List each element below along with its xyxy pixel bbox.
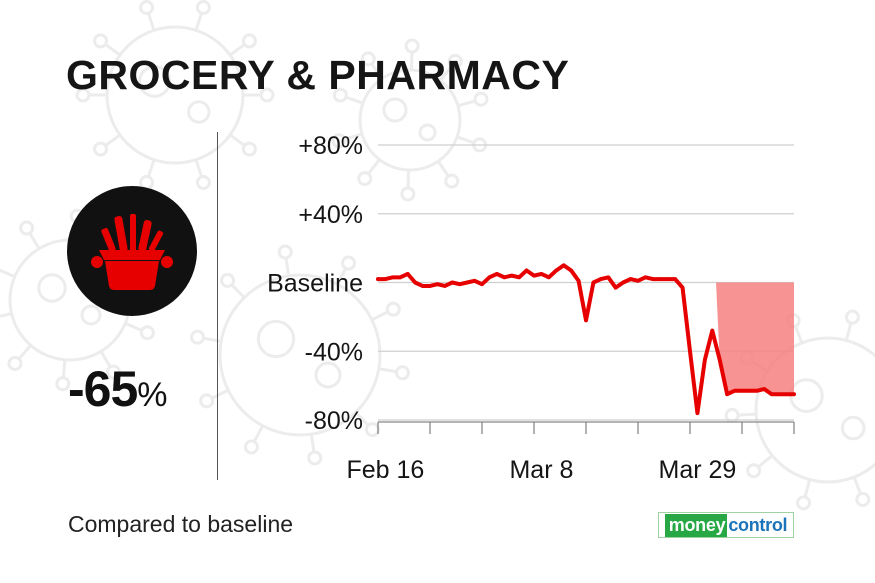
data-point [673, 277, 677, 281]
data-point [398, 275, 403, 280]
data-point [665, 277, 670, 281]
y-tick-label: +40% [298, 201, 363, 229]
data-point [762, 387, 767, 391]
x-tick-label: Mar 29 [659, 456, 737, 484]
y-tick-label: -40% [305, 338, 363, 366]
data-point [391, 275, 395, 280]
x-tick-label: Mar 8 [509, 456, 573, 484]
data-point [517, 275, 521, 280]
data-point [621, 280, 625, 285]
data-point [413, 280, 417, 285]
data-point [747, 388, 752, 393]
logo-part-money: money [664, 513, 728, 537]
data-point [606, 275, 611, 280]
data-point [576, 278, 581, 283]
x-tick-label: Feb 16 [347, 456, 425, 484]
data-point [717, 358, 722, 362]
data-point [524, 268, 529, 273]
data-point [428, 284, 432, 288]
data-point [450, 280, 455, 285]
data-point [599, 277, 603, 281]
y-tick-label: Baseline [267, 270, 363, 298]
data-point [376, 277, 380, 281]
data-point [547, 275, 551, 280]
virus-decoration [75, 0, 275, 190]
data-point [792, 392, 796, 397]
data-point [539, 272, 544, 276]
data-point [561, 263, 566, 268]
data-point [480, 282, 484, 287]
data-point [695, 411, 700, 415]
logo-part-control: control [728, 514, 788, 535]
data-point [435, 282, 440, 287]
moneycontrol-logo: money control [658, 512, 794, 538]
data-point [643, 275, 648, 280]
data-point [651, 277, 655, 281]
data-point [554, 268, 559, 273]
data-point [777, 392, 781, 397]
data-point [487, 275, 492, 280]
icon-badge [67, 186, 197, 316]
below-baseline-area [716, 282, 794, 395]
data-point [769, 392, 774, 397]
data-point [784, 392, 789, 397]
data-point [703, 358, 707, 362]
data-point [502, 275, 507, 280]
data-point [495, 272, 499, 276]
data-point [584, 318, 588, 323]
data-point [405, 272, 410, 276]
data-point [628, 277, 633, 281]
data-point [636, 278, 640, 283]
chart-title: GROCERY & PHARMACY [66, 52, 570, 98]
data-point [465, 280, 469, 285]
headline-value: -65 [68, 361, 138, 417]
data-point [613, 285, 618, 290]
data-point [443, 284, 447, 288]
data-point [383, 277, 388, 281]
data-point [725, 392, 729, 397]
data-point [532, 273, 536, 278]
y-tick-label: +80% [298, 132, 363, 160]
data-point [658, 277, 663, 281]
data-point [457, 282, 462, 287]
data-point [710, 328, 715, 333]
data-point [732, 388, 737, 393]
data-point [591, 280, 596, 285]
data-point [740, 388, 744, 393]
data-point [569, 268, 573, 273]
y-tick-label: -80% [305, 407, 363, 435]
data-point [688, 349, 692, 354]
data-point [755, 388, 759, 393]
grocery-basket-icon [91, 214, 173, 290]
data-point [420, 284, 425, 288]
data-point [472, 278, 477, 283]
footnote: Compared to baseline [68, 511, 294, 537]
vertical-divider [217, 132, 218, 480]
headline-change: -65% [68, 360, 168, 418]
data-point [680, 285, 685, 290]
headline-unit: % [137, 376, 168, 414]
virus-decoration [190, 244, 410, 466]
data-point [509, 273, 514, 278]
